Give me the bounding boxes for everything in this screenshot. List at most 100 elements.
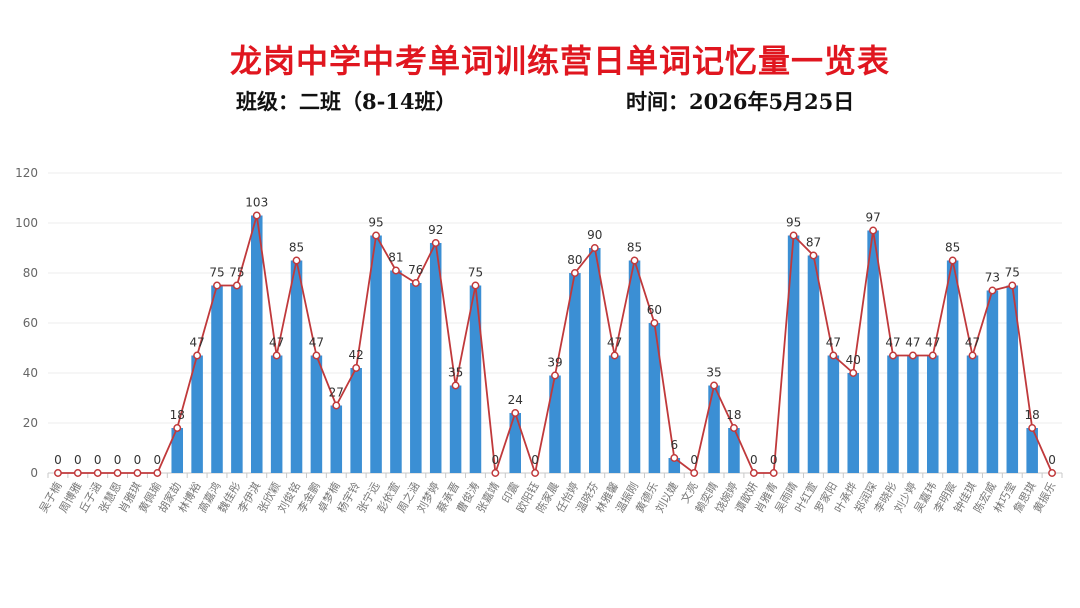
data-label: 0 [531,453,539,467]
bar [171,428,184,473]
line-point [511,409,520,417]
class-label: 班级：二班（8-14班） [236,89,457,114]
data-label: 0 [690,453,698,467]
data-label: 0 [1048,453,1056,467]
line-point [93,469,102,477]
data-label: 95 [786,216,801,230]
line-point [948,256,957,265]
bar [966,355,979,473]
data-label: 75 [468,266,483,280]
line-point [809,251,818,260]
data-label: 18 [170,408,185,422]
data-label: 75 [229,266,244,280]
bar [946,260,959,473]
data-label: 39 [547,356,562,370]
line-point [1048,469,1057,477]
data-label: 85 [627,241,642,255]
bar [410,283,422,473]
bar [628,260,641,473]
line-point [391,266,400,275]
line-point [431,239,440,247]
line-point [471,281,480,290]
data-label: 0 [74,453,82,467]
bar [469,285,482,473]
data-label: 92 [428,223,443,237]
line-point [551,371,559,380]
data-label: 0 [750,453,758,467]
data-label: 97 [865,211,880,225]
line-point [869,226,878,235]
bar [231,285,243,473]
line-point [670,454,679,462]
line-point [749,469,758,477]
line-point [411,279,420,287]
bar [350,368,362,473]
data-label: 47 [925,336,940,350]
line-point [789,231,798,240]
line-point [849,369,858,377]
data-label: 0 [94,453,102,467]
data-label: 6 [670,438,678,452]
data-label: 0 [154,453,162,467]
line-point [908,351,917,360]
bar [549,375,561,473]
bar [270,355,283,473]
bar [887,355,899,473]
bar [907,355,919,473]
line-point [829,351,838,360]
bar [608,355,621,473]
line-point [889,351,897,360]
data-label: 81 [388,251,403,265]
data-label: 0 [134,453,142,467]
line-point [769,469,778,477]
y-tick-label: 0 [30,466,38,480]
data-label: 42 [349,348,364,362]
y-tick-label: 40 [23,366,38,380]
data-label: 73 [985,271,1000,285]
line-point [352,364,361,372]
data-label: 47 [826,336,841,350]
line-point [292,256,301,265]
data-label: 0 [54,453,62,467]
data-label: 80 [567,253,582,267]
bar [211,285,223,473]
line-point [153,469,162,477]
line-point [252,211,261,220]
bar [668,458,681,473]
bar [191,355,203,473]
data-label: 40 [846,353,861,367]
data-label: 35 [706,366,721,380]
bar [390,270,402,473]
bar [330,405,343,473]
line-point [73,469,82,477]
bar [708,385,720,473]
y-tick-label: 100 [15,216,38,230]
line-point [1028,424,1037,432]
bar [807,255,820,473]
data-label: 75 [209,266,224,280]
date-label: 时间：2026年5月25日 [626,89,855,114]
data-label: 47 [189,336,204,350]
bar [290,260,303,473]
data-label: 95 [368,216,383,230]
bar [310,355,323,473]
line-point [193,351,202,360]
y-tick-label: 20 [23,416,38,430]
bar [986,290,999,473]
data-label: 0 [770,453,778,467]
bar [926,355,939,473]
bar [1026,428,1038,473]
bar [867,230,879,473]
data-label: 47 [965,336,980,350]
data-label: 90 [587,228,602,242]
data-label: 75 [1005,266,1020,280]
data-label: 85 [945,241,960,255]
line-point [53,469,62,477]
data-label: 103 [245,196,268,210]
bar [429,243,442,473]
data-label: 85 [289,241,304,255]
line-point [451,381,460,390]
data-label: 47 [905,336,920,350]
